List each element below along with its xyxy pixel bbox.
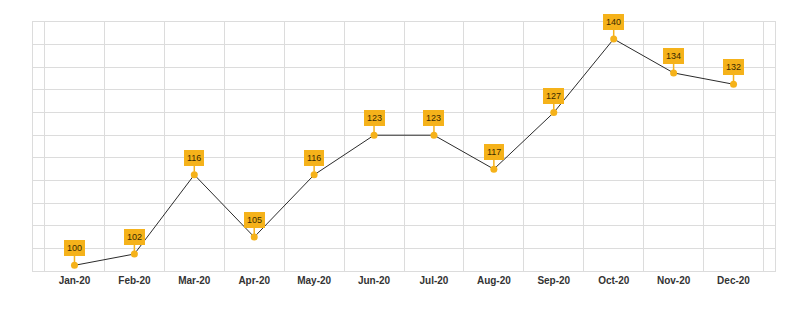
svg-text:Aug-20: Aug-20 (477, 275, 511, 286)
svg-text:134: 134 (666, 51, 681, 61)
svg-text:Jan-20: Jan-20 (59, 275, 91, 286)
svg-text:Jul-20: Jul-20 (420, 275, 449, 286)
svg-text:140: 140 (606, 17, 621, 27)
svg-text:127: 127 (546, 91, 561, 101)
svg-text:132: 132 (726, 62, 741, 72)
svg-text:Oct-20: Oct-20 (598, 275, 630, 286)
svg-text:105: 105 (247, 215, 262, 225)
svg-text:116: 116 (187, 153, 201, 163)
svg-text:Jun-20: Jun-20 (358, 275, 391, 286)
svg-text:123: 123 (367, 113, 382, 123)
svg-text:116: 116 (307, 153, 321, 163)
svg-text:Dec-20: Dec-20 (717, 275, 750, 286)
svg-text:117: 117 (487, 147, 501, 157)
svg-text:100: 100 (67, 243, 82, 253)
svg-text:Sep-20: Sep-20 (537, 275, 570, 286)
svg-text:May-20: May-20 (297, 275, 331, 286)
svg-text:102: 102 (127, 232, 142, 242)
svg-text:Nov-20: Nov-20 (657, 275, 691, 286)
svg-text:Feb-20: Feb-20 (118, 275, 151, 286)
svg-text:Mar-20: Mar-20 (178, 275, 211, 286)
svg-text:123: 123 (426, 113, 441, 123)
svg-text:Apr-20: Apr-20 (238, 275, 270, 286)
